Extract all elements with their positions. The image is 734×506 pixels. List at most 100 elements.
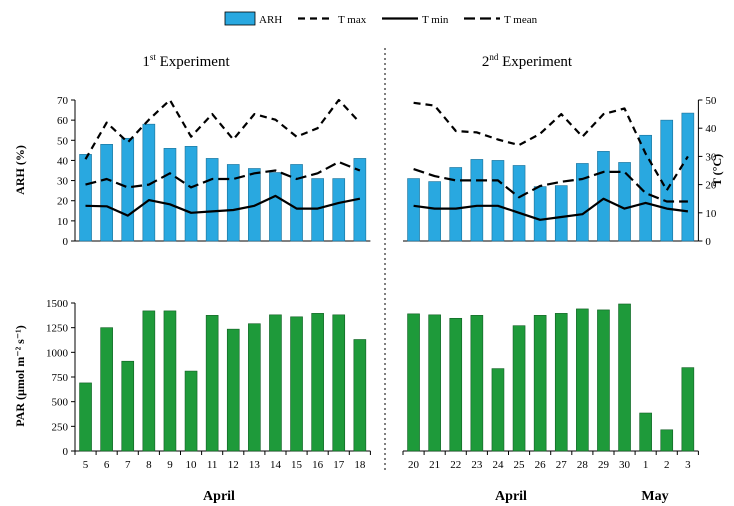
- x-tick-label: 12: [228, 459, 239, 471]
- y-tick-label: 750: [52, 372, 69, 384]
- arh-bar: [470, 159, 484, 242]
- par-bar: [248, 323, 261, 452]
- y-tick-label: 250: [52, 421, 69, 433]
- par-bar: [290, 316, 303, 452]
- x-tick-label: 28: [577, 459, 589, 471]
- arh-bar: [100, 144, 113, 242]
- y-tick-label: 50: [57, 135, 69, 147]
- y-tick-label: 1500: [46, 298, 69, 310]
- par-bar: [428, 314, 441, 452]
- arh-bar: [269, 172, 282, 242]
- x-tick-label: 13: [249, 459, 261, 471]
- arh-bar: [512, 165, 526, 242]
- y-tick-label: 30: [57, 176, 69, 188]
- arh-bar: [491, 160, 505, 242]
- par-bar: [576, 308, 589, 452]
- y-tick-label: 1250: [46, 323, 69, 335]
- x-tick-label: 22: [450, 459, 461, 471]
- par-bar: [100, 327, 113, 452]
- y-tick-label-right: 10: [705, 208, 717, 220]
- par-bar: [121, 360, 135, 452]
- month-label-left: April: [203, 489, 235, 504]
- par-bar: [311, 313, 324, 452]
- par-bar: [512, 325, 526, 452]
- x-tick-label: 6: [104, 459, 110, 471]
- legend-label-tmax: T max: [338, 14, 367, 26]
- experiment-2-title: 2nd Experiment: [482, 52, 573, 70]
- arh-bar: [576, 163, 589, 242]
- x-tick-label: 10: [186, 459, 198, 471]
- x-tick-label: 2: [664, 459, 670, 471]
- x-tick-label: 16: [312, 459, 324, 471]
- legend-swatch-arh: [224, 11, 256, 26]
- x-tick-label: 17: [333, 459, 345, 471]
- par-bar: [79, 382, 92, 452]
- arh-bar: [554, 185, 568, 242]
- par-bar: [533, 315, 547, 452]
- y-tick-label-right: 30: [705, 151, 717, 163]
- x-tick-label: 30: [619, 459, 631, 471]
- t-mean-line: [85, 160, 361, 189]
- t-min-line: [413, 197, 689, 221]
- par-bar: [269, 314, 282, 452]
- arh-bar: [311, 178, 324, 242]
- par-bar: [407, 313, 420, 452]
- x-tick-label: 18: [354, 459, 366, 471]
- panel-bottom-right: 20 21 22 23 24 25 26 27 28 29 30 1 2 3: [402, 303, 699, 471]
- y-label-t: T (°C): [710, 154, 724, 186]
- arh-bar: [681, 112, 695, 242]
- x-tick-label: 15: [291, 459, 303, 471]
- arh-bar: [449, 167, 463, 242]
- t-max-line: [84, 98, 361, 160]
- legend-label-tmean: T mean: [504, 14, 538, 26]
- par-bar: [332, 314, 346, 452]
- y-tick-label: 60: [57, 115, 69, 127]
- panel-top-right: 0 10 20 30 40 50: [403, 95, 717, 248]
- x-tick-label: 9: [167, 459, 173, 471]
- arh-bar: [660, 119, 674, 242]
- par-bar: [470, 315, 484, 452]
- arh-bar: [184, 146, 198, 242]
- y-tick-label: 40: [57, 155, 69, 167]
- experiment-1-title: 1st Experiment: [142, 52, 230, 70]
- y-tick-label-right: 40: [705, 123, 717, 135]
- par-bar: [226, 328, 240, 452]
- arh-bar: [533, 186, 547, 242]
- y-tick-label: 70: [57, 95, 69, 107]
- x-tick-label: 3: [685, 459, 691, 471]
- par-bar: [353, 339, 367, 452]
- x-tick-label: 5: [83, 459, 89, 471]
- x-tick-label: 11: [207, 459, 218, 471]
- y-tick-label: 1000: [46, 347, 69, 359]
- par-bar: [184, 370, 198, 452]
- arh-bar: [79, 154, 92, 242]
- x-tick-label: 24: [492, 459, 504, 471]
- arh-bar: [618, 162, 631, 242]
- t-max-line: [413, 101, 689, 192]
- arh-bar: [407, 178, 420, 242]
- y-label-arh: ARH (%): [13, 145, 27, 195]
- arh-bar: [226, 164, 240, 242]
- arh-bar: [205, 158, 219, 242]
- x-tick-label: 27: [556, 459, 568, 471]
- x-tick-label: 14: [270, 459, 282, 471]
- par-bar: [639, 412, 652, 452]
- x-tick-label: 25: [514, 459, 526, 471]
- par-bar: [554, 313, 568, 452]
- x-tick-label: 26: [535, 459, 547, 471]
- arh-bar: [332, 178, 346, 242]
- par-bar: [618, 303, 631, 452]
- legend: ARH T max T min T mean: [224, 11, 538, 26]
- par-bar: [163, 310, 177, 452]
- x-tick-label: 1: [643, 459, 649, 471]
- legend-label-arh: ARH: [259, 14, 282, 26]
- par-bar: [681, 367, 695, 452]
- par-bar: [449, 317, 463, 452]
- y-tick-label: 0: [63, 236, 69, 248]
- par-bar: [205, 315, 219, 452]
- panel-top-left: 0 10 20 30 40 50 60 70: [57, 95, 371, 248]
- x-tick-label: 20: [408, 459, 420, 471]
- x-tick-label: 23: [471, 459, 483, 471]
- x-tick-label: 8: [146, 459, 152, 471]
